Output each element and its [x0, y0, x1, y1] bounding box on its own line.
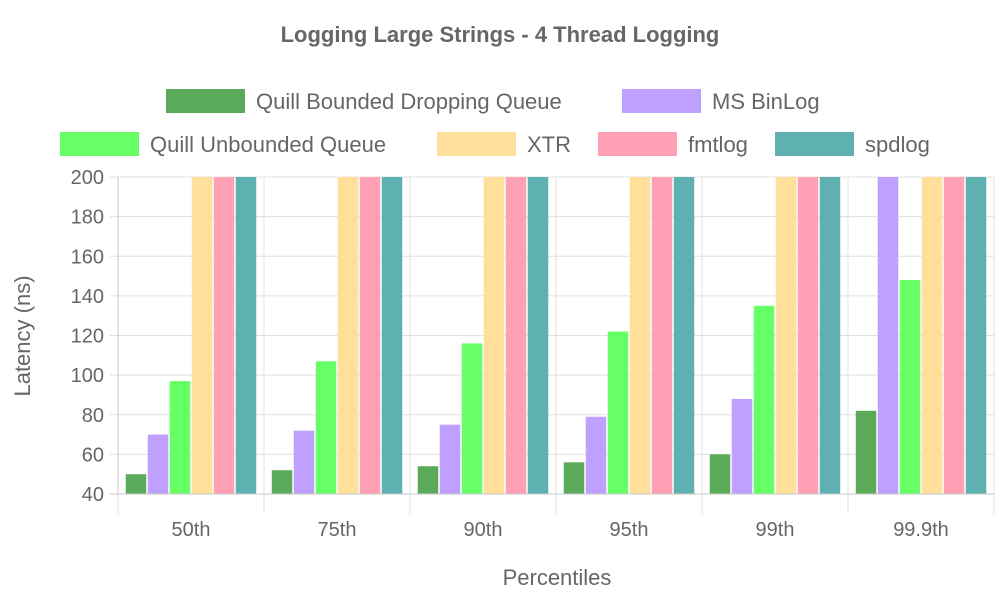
bar[interactable]: [293, 430, 315, 494]
bar[interactable]: [527, 177, 549, 494]
legend-label: spdlog: [865, 132, 930, 157]
legend-swatch: [166, 89, 245, 113]
bar[interactable]: [505, 177, 527, 494]
y-axis-title: Latency (ns): [10, 275, 35, 396]
bar[interactable]: [439, 424, 461, 494]
bars: [125, 177, 987, 494]
legend-item[interactable]: XTR: [437, 132, 571, 157]
legend-label: fmtlog: [688, 132, 748, 157]
legend-item[interactable]: spdlog: [775, 132, 930, 157]
bar[interactable]: [709, 454, 731, 494]
bar[interactable]: [651, 177, 673, 494]
bar[interactable]: [775, 177, 797, 494]
legend-label: XTR: [527, 132, 571, 157]
x-tick-label: 90th: [464, 519, 503, 541]
y-tick-label: 180: [71, 207, 104, 229]
x-axis-title: Percentiles: [503, 565, 612, 590]
bar[interactable]: [943, 177, 965, 494]
bar[interactable]: [731, 398, 753, 494]
legend-label: Quill Unbounded Queue: [150, 132, 386, 157]
bar[interactable]: [147, 434, 169, 494]
y-tick-label: 200: [71, 167, 104, 189]
y-tick-label: 120: [71, 326, 104, 348]
y-tick-label: 160: [71, 246, 104, 268]
bar[interactable]: [337, 177, 359, 494]
bar[interactable]: [191, 177, 213, 494]
bar[interactable]: [381, 177, 403, 494]
bar[interactable]: [899, 280, 921, 494]
bar[interactable]: [855, 410, 877, 494]
bar[interactable]: [563, 462, 585, 494]
y-tick-label: 140: [71, 286, 104, 308]
x-tick-label: 50th: [172, 519, 211, 541]
x-tick-label: 75th: [318, 519, 357, 541]
bar[interactable]: [271, 470, 293, 494]
bar[interactable]: [819, 177, 841, 494]
bar[interactable]: [461, 343, 483, 494]
bar[interactable]: [213, 177, 235, 494]
bar[interactable]: [629, 177, 651, 494]
bar[interactable]: [965, 177, 987, 494]
legend: Quill Bounded Dropping Queue MS BinLog Qui…: [60, 89, 930, 157]
bar[interactable]: [585, 416, 607, 494]
legend-swatch: [598, 132, 677, 156]
bar[interactable]: [125, 474, 147, 494]
y-tick-label: 60: [82, 444, 104, 466]
legend-swatch: [437, 132, 516, 156]
legend-swatch: [775, 132, 854, 156]
bar[interactable]: [417, 466, 439, 494]
bar[interactable]: [797, 177, 819, 494]
bar[interactable]: [315, 361, 337, 494]
legend-swatch: [60, 132, 139, 156]
x-tick-label: 95th: [610, 519, 649, 541]
bar[interactable]: [359, 177, 381, 494]
legend-swatch: [622, 89, 701, 113]
axes: [110, 177, 994, 495]
legend-item[interactable]: Quill Unbounded Queue: [60, 132, 386, 157]
legend-label: MS BinLog: [712, 89, 820, 114]
grid: [110, 176, 995, 514]
bar[interactable]: [169, 381, 191, 494]
y-tick-label: 100: [71, 365, 104, 387]
bar[interactable]: [235, 177, 257, 494]
x-tick-label: 99.9th: [893, 519, 949, 541]
legend-label: Quill Bounded Dropping Queue: [256, 89, 562, 114]
legend-item[interactable]: fmtlog: [598, 132, 748, 157]
legend-item[interactable]: Quill Bounded Dropping Queue: [166, 89, 562, 114]
tick-labels: 40 60 80 100 120 140 160 180 200 50th 75th 90th 95th…: [71, 167, 949, 541]
chart-title: Logging Large Strings - 4 Thread Logging: [281, 22, 720, 47]
bar[interactable]: [921, 177, 943, 494]
bar[interactable]: [607, 331, 629, 494]
y-tick-label: 40: [82, 484, 104, 506]
legend-item[interactable]: MS BinLog: [622, 89, 820, 114]
bar[interactable]: [753, 305, 775, 494]
y-tick-label: 80: [82, 405, 104, 427]
x-tick-label: 99th: [756, 519, 795, 541]
bar[interactable]: [877, 177, 899, 494]
bar[interactable]: [483, 177, 505, 494]
bar[interactable]: [673, 177, 695, 494]
